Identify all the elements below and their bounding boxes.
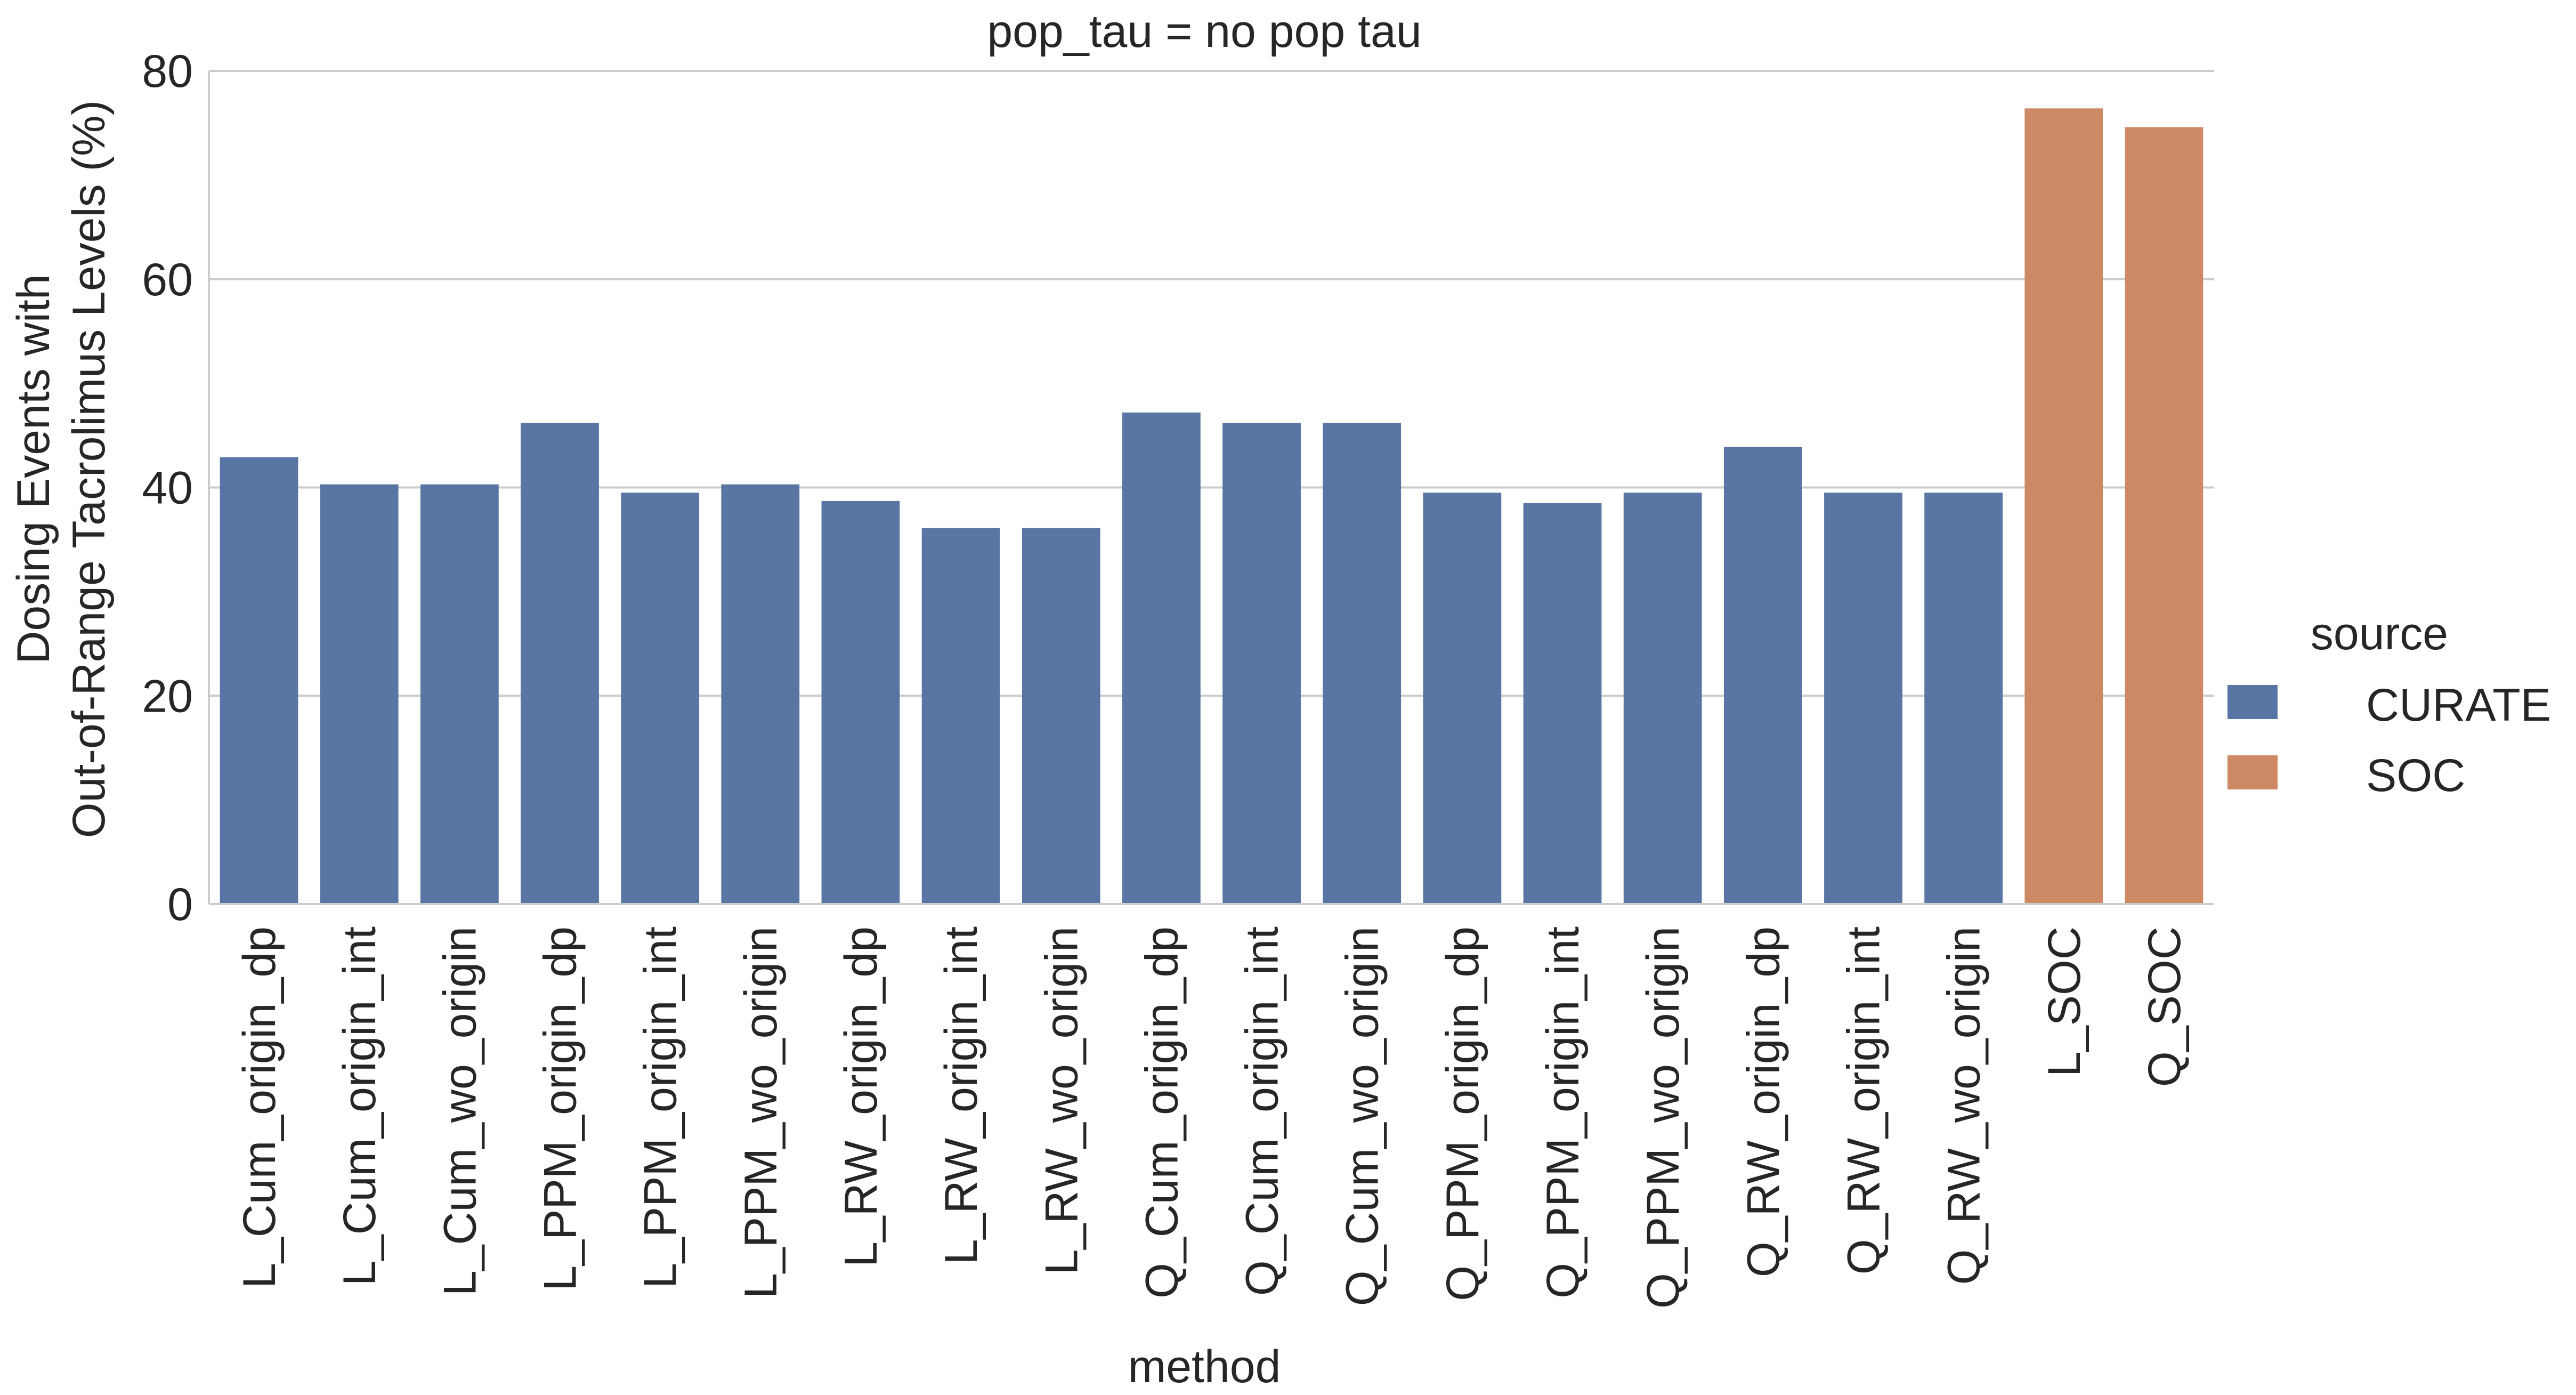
bar-L_RW_wo_origin xyxy=(1022,528,1100,904)
x-tick-label-Q_PPM_origin_dp: Q_PPM_origin_dp xyxy=(1437,926,1488,1301)
legend: source CURATE SOC xyxy=(2227,608,2551,801)
x-tick-label-Q_SOC: Q_SOC xyxy=(2139,926,2190,1087)
y-tick-label-0: 0 xyxy=(167,879,193,930)
x-tick-label-Q_RW_origin_dp: Q_RW_origin_dp xyxy=(1738,926,1789,1277)
bar-L_Cum_origin_int xyxy=(320,484,399,904)
x-tick-label-Q_PPM_wo_origin: Q_PPM_wo_origin xyxy=(1638,926,1689,1309)
bar-Q_SOC xyxy=(2125,127,2204,905)
y-tick-label-80: 80 xyxy=(142,46,193,97)
chart-title: pop_tau = no pop tau xyxy=(987,6,1421,57)
tick-labels: 0 20 40 60 80 L_Cum_origin_dp L_Cum_origin_int… xyxy=(142,46,2190,1309)
y-tick-label-40: 40 xyxy=(142,463,193,514)
bar-Q_PPM_wo_origin xyxy=(1623,493,1702,904)
bar-Q_Cum_origin_dp xyxy=(1122,412,1201,904)
legend-title: source xyxy=(2311,608,2448,659)
x-tick-label-L_Cum_wo_origin: L_Cum_wo_origin xyxy=(434,926,485,1296)
bar-L_SOC xyxy=(2024,108,2103,905)
legend-swatch-soc xyxy=(2227,755,2278,789)
x-tick-label-Q_PPM_origin_int: Q_PPM_origin_int xyxy=(1537,926,1589,1299)
y-axis-label-line-2: Out-of-Range Tacrolimus Levels (%) xyxy=(63,100,115,838)
bar-Q_Cum_origin_int xyxy=(1222,423,1301,904)
legend-swatch-curate xyxy=(2227,685,2278,719)
y-axis-label-line-1: Dosing Events with xyxy=(8,274,59,664)
x-tick-label-L_PPM_wo_origin: L_PPM_wo_origin xyxy=(735,926,787,1299)
axes xyxy=(208,71,2214,905)
bar-L_PPM_origin_int xyxy=(621,493,700,904)
x-tick-label-L_PPM_origin_int: L_PPM_origin_int xyxy=(635,926,686,1288)
bar-L_PPM_origin_dp xyxy=(521,423,599,904)
x-tick-label-L_SOC: L_SOC xyxy=(2039,926,2090,1077)
x-tick-label-L_PPM_origin_dp: L_PPM_origin_dp xyxy=(535,926,586,1291)
x-tick-label-L_Cum_origin_int: L_Cum_origin_int xyxy=(334,926,385,1286)
bar-Q_PPM_origin_dp xyxy=(1423,493,1502,904)
y-axis-label: Dosing Events with Out-of-Range Tacrolim… xyxy=(8,100,115,838)
bar-Q_RW_origin_int xyxy=(1824,493,1902,904)
bar-L_Cum_origin_dp xyxy=(220,457,298,904)
bar-Q_Cum_wo_origin xyxy=(1323,423,1402,904)
legend-label-soc: SOC xyxy=(2366,750,2465,801)
y-tick-label-60: 60 xyxy=(142,254,193,305)
x-tick-label-Q_RW_wo_origin: Q_RW_wo_origin xyxy=(1939,926,1990,1285)
bars xyxy=(220,108,2204,905)
x-tick-label-Q_Cum_origin_int: Q_Cum_origin_int xyxy=(1237,926,1288,1296)
bar-L_RW_origin_int xyxy=(921,528,1000,904)
x-tick-label-Q_Cum_wo_origin: Q_Cum_wo_origin xyxy=(1337,926,1388,1306)
x-tick-label-L_RW_origin_int: L_RW_origin_int xyxy=(936,926,987,1264)
bar-L_RW_origin_dp xyxy=(821,501,900,904)
x-tick-label-L_RW_wo_origin: L_RW_wo_origin xyxy=(1036,926,1087,1275)
bar-L_Cum_wo_origin xyxy=(420,484,499,904)
bar-Q_PPM_origin_int xyxy=(1523,503,1602,904)
bar-Q_RW_wo_origin xyxy=(1924,493,2003,904)
y-tick-label-20: 20 xyxy=(142,671,193,722)
bar-L_PPM_wo_origin xyxy=(721,484,800,904)
x-tick-label-Q_Cum_origin_dp: Q_Cum_origin_dp xyxy=(1136,926,1187,1299)
grid-lines xyxy=(209,70,2214,905)
bar-Q_RW_origin_dp xyxy=(1723,447,1802,904)
x-tick-label-L_RW_origin_dp: L_RW_origin_dp xyxy=(836,926,887,1267)
x-axis-label: method xyxy=(1128,1341,1281,1392)
x-tick-label-L_Cum_origin_dp: L_Cum_origin_dp xyxy=(234,926,285,1288)
x-tick-label-Q_RW_origin_int: Q_RW_origin_int xyxy=(1838,926,1889,1275)
legend-label-curate: CURATE xyxy=(2366,680,2551,731)
